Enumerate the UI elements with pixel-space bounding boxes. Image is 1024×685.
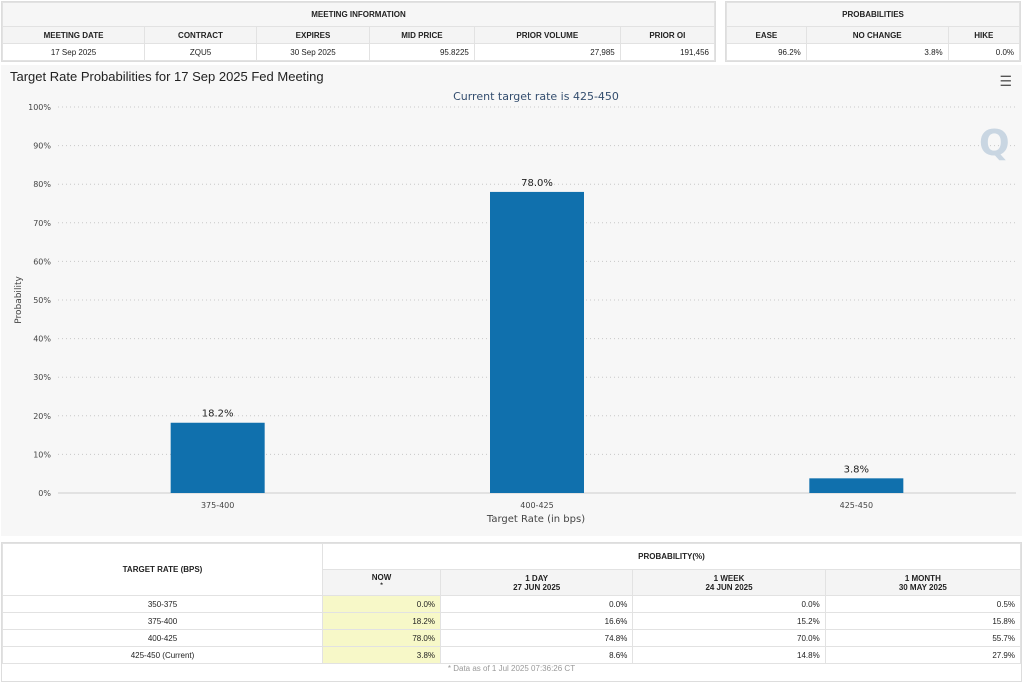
y-tick-label: 60% — [33, 257, 51, 266]
meeting-info-header: EXPIRES — [256, 26, 370, 44]
meeting-info-value: 30 Sep 2025 — [256, 43, 370, 61]
y-tick-label: 10% — [33, 450, 51, 459]
column-label: 1 MONTH — [904, 573, 941, 583]
meeting-info-title: MEETING INFORMATION — [2, 2, 715, 27]
meeting-info-header: PRIOR VOLUME — [473, 26, 621, 44]
table-row: 425-450 (Current) 3.8% 8.6% 14.8% 27.9% — [2, 646, 1022, 664]
probability-cell: 8.6% — [439, 646, 634, 664]
probability-cell: 18.2% — [322, 612, 441, 630]
bar — [170, 422, 265, 493]
probabilities-header: NO CHANGE — [805, 26, 949, 44]
column-header: 1 WEEK 24 JUN 2025 — [632, 569, 826, 596]
meeting-information-table: MEETING INFORMATION MEETING DATE CONTRACT… — [1, 1, 716, 62]
probability-group-header: PROBABILITY(%) — [322, 543, 1021, 570]
column-date: 27 JUN 2025 — [513, 582, 561, 592]
probabilities-header: HIKE — [947, 26, 1021, 44]
asterisk: * — [380, 581, 383, 589]
probabilities-header: EASE — [726, 26, 807, 44]
hamburger-icon[interactable]: ☰ — [999, 73, 1012, 89]
target-rate-cell: 425-450 (Current) — [2, 646, 323, 664]
meeting-info-value: 191,456 — [619, 43, 716, 61]
probabilities-value: 0.0% — [947, 43, 1021, 61]
bar — [809, 478, 904, 493]
probability-cell: 0.0% — [322, 595, 441, 613]
bar-chart: Current target rate is 425-450 0% 10% 20% 30… — [14, 90, 1016, 525]
footnote: * Data as of 1 Jul 2025 07:36:26 CT — [447, 664, 576, 673]
probabilities-value: 3.8% — [805, 43, 949, 61]
target-rate-cell: 350-375 — [2, 595, 323, 613]
column-date: 30 MAY 2025 — [898, 582, 947, 592]
y-axis-label: Probability — [14, 276, 24, 324]
y-tick-label: 90% — [33, 142, 51, 151]
meeting-info-header: MEETING DATE — [2, 26, 145, 44]
probability-cell: 0.0% — [439, 595, 634, 613]
probability-cell: 27.9% — [824, 646, 1022, 664]
probability-cell: 15.2% — [632, 612, 826, 630]
y-tick-label: 70% — [33, 219, 51, 228]
probabilities-value: 96.2% — [726, 43, 807, 61]
column-date: 24 JUN 2025 — [705, 582, 753, 592]
x-tick-label: 400-425 — [520, 501, 553, 510]
watermark-logo: Q — [979, 123, 1010, 164]
y-tick-label: 40% — [33, 335, 51, 344]
probability-cell: 55.7% — [824, 629, 1022, 647]
probability-cell: 78.0% — [322, 629, 441, 647]
column-label: 1 DAY — [525, 573, 549, 583]
chart-title: Target Rate Probabilities for 17 Sep 202… — [10, 69, 324, 84]
x-tick-label: 375-400 — [201, 501, 234, 510]
y-tick-label: 20% — [33, 412, 51, 421]
target-rate-header: TARGET RATE (BPS) — [2, 543, 323, 596]
y-tick-label: 0% — [38, 489, 51, 498]
meeting-info-value: ZQU5 — [144, 43, 257, 61]
chart-panel: Target Rate Probabilities for 17 Sep 202… — [1, 65, 1022, 536]
probability-cell: 0.5% — [824, 595, 1022, 613]
probability-cell: 74.8% — [439, 629, 634, 647]
meeting-info-header: CONTRACT — [144, 26, 257, 44]
target-rate-cell: 400-425 — [2, 629, 323, 647]
meeting-info-value: 95.8225 — [368, 43, 475, 61]
chart-subtitle: Current target rate is 425-450 — [453, 90, 619, 103]
table-row: 350-375 0.0% 0.0% 0.0% 0.5% — [2, 595, 1022, 613]
column-label: NOW — [371, 572, 392, 582]
bar — [490, 191, 584, 494]
y-tick-label: 50% — [33, 296, 51, 305]
column-header: 1 MONTH 30 MAY 2025 — [824, 569, 1022, 596]
target-rate-cell: 375-400 — [2, 612, 323, 630]
data-label: 18.2% — [202, 409, 234, 420]
probability-cell: 14.8% — [632, 646, 826, 664]
probabilities-title: PROBABILITIES — [726, 2, 1020, 27]
x-tick-label: 425-450 — [840, 501, 873, 510]
data-label: 3.8% — [844, 464, 869, 475]
column-header: 1 DAY 27 JUN 2025 — [439, 569, 634, 596]
y-tick-label: 100% — [28, 103, 51, 112]
data-label: 78.0% — [521, 178, 553, 189]
probabilities-table: PROBABILITIES EASE NO CHANGE HIKE 96.2% 3.8%… — [725, 1, 1021, 62]
column-header: NOW * — [322, 569, 441, 596]
probability-cell: 3.8% — [322, 646, 441, 664]
column-label: 1 WEEK — [713, 573, 745, 583]
meeting-info-value: 17 Sep 2025 — [2, 43, 145, 61]
probability-cell: 16.6% — [439, 612, 634, 630]
table-row: 375-400 18.2% 16.6% 15.2% 15.8% — [2, 612, 1022, 630]
probability-cell: 15.8% — [824, 612, 1022, 630]
meeting-info-header: PRIOR OI — [619, 26, 716, 44]
meeting-info-header: MID PRICE — [368, 26, 475, 44]
table-row: 400-425 78.0% 74.8% 70.0% 55.7% — [2, 629, 1022, 647]
y-tick-label: 80% — [33, 180, 51, 189]
x-axis-label: Target Rate (in bps) — [486, 514, 585, 525]
y-tick-label: 30% — [33, 373, 51, 382]
probability-history-table: TARGET RATE (BPS) PROBABILITY(%) NOW * 1 … — [1, 542, 1022, 682]
probability-cell: 0.0% — [632, 595, 826, 613]
probability-cell: 70.0% — [632, 629, 826, 647]
meeting-info-value: 27,985 — [473, 43, 621, 61]
